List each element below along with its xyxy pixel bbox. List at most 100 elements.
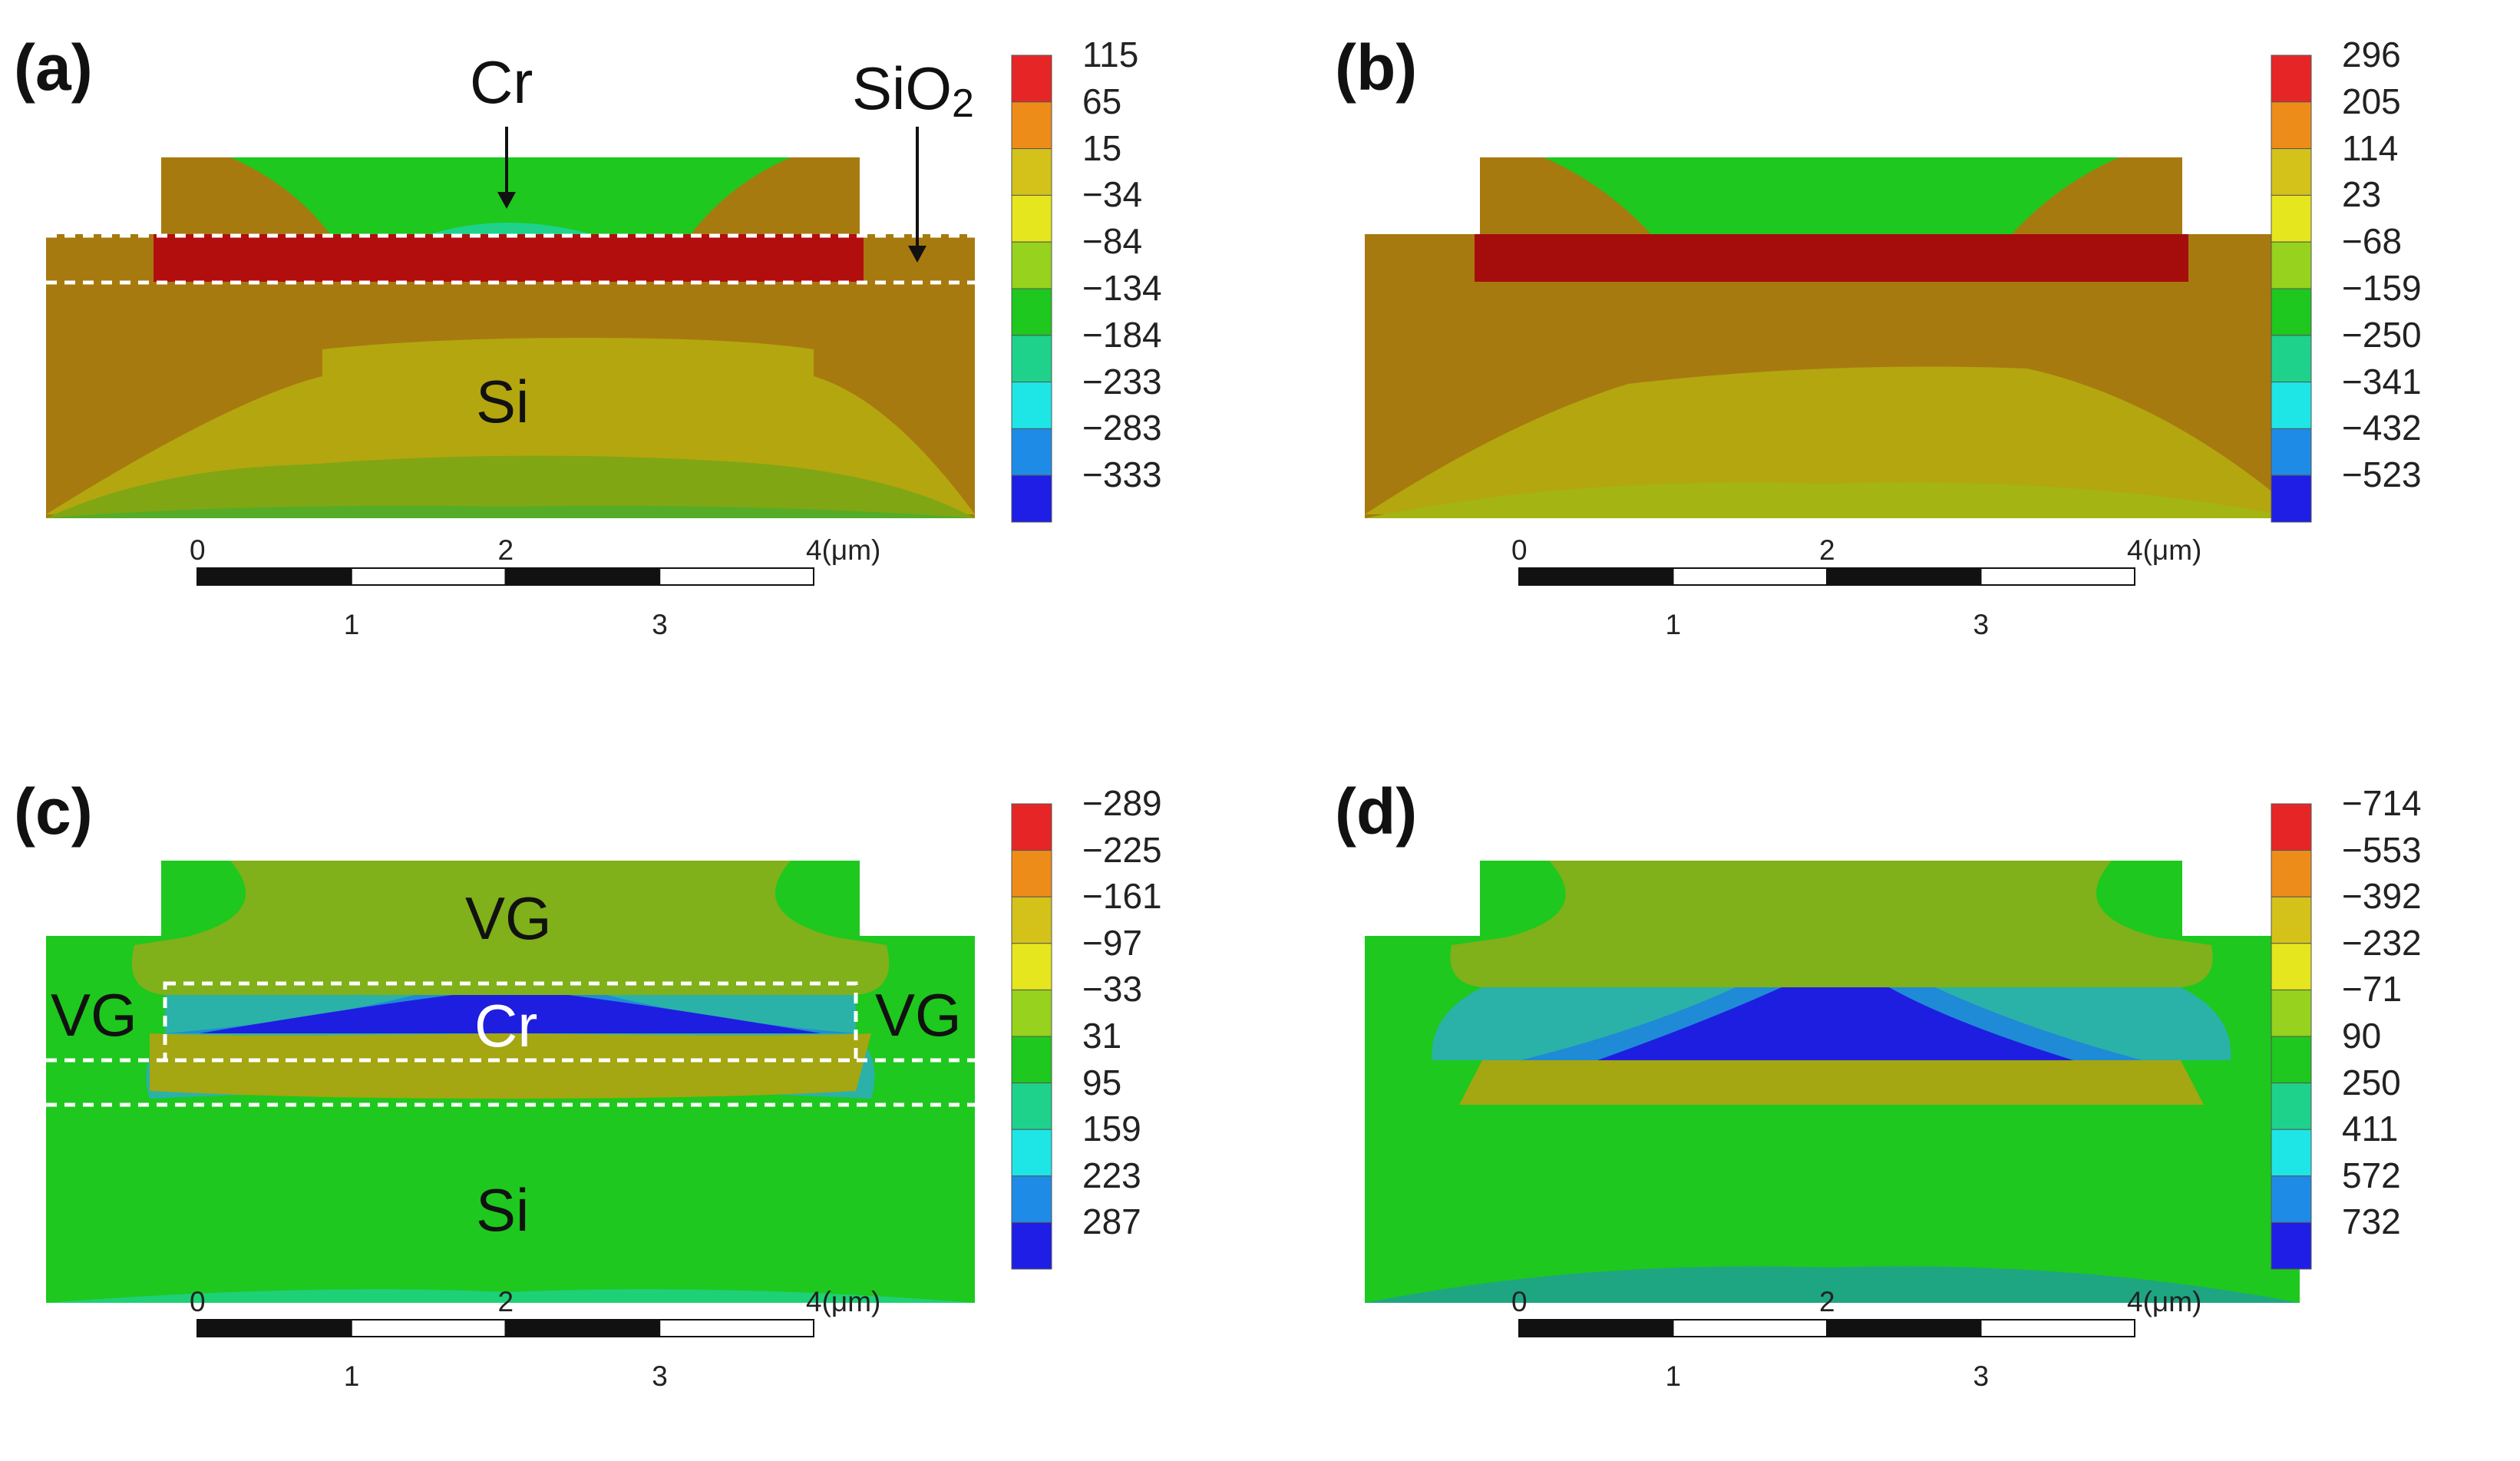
sio2-label: SiO2	[852, 54, 974, 127]
colorbar-a	[1011, 55, 1052, 523]
colorbar-swatch	[1011, 288, 1052, 336]
colorbar-tick-label: 115	[1082, 35, 1139, 74]
colorbar-tick-label: −523	[2342, 454, 2422, 495]
scalebar-top-label: 2	[497, 1286, 514, 1317]
scalebar-segment	[1826, 1319, 1982, 1337]
colorbar-swatch	[2271, 474, 2312, 523]
scalebar-segment	[197, 1319, 352, 1337]
vg-label-left: VG	[51, 981, 137, 1049]
colorbar-swatch	[1011, 989, 1052, 1037]
colorbar-tick-label: 159	[1082, 1109, 1141, 1149]
scalebar-segment	[1980, 567, 2135, 586]
colorbar-tick-label: 114	[2342, 127, 2399, 168]
colorbar-swatch	[2271, 241, 2312, 289]
scalebar-segment	[1672, 567, 1828, 586]
si-contour-bottom	[1365, 482, 2300, 518]
colorbar-swatch	[2271, 382, 2312, 429]
colorbar-swatch	[2271, 943, 2312, 990]
colorbar-d	[2271, 803, 2312, 1270]
colorbar-tick-label: −233	[1082, 361, 1162, 402]
colorbar-swatch	[1011, 1175, 1052, 1223]
arrow-cr-head	[497, 192, 516, 209]
scalebar-bottom-label: 3	[652, 609, 668, 640]
cr-layer-deep	[1597, 987, 2073, 1060]
scalebar-bottom-label: 1	[1665, 1360, 1682, 1392]
scalebar-c	[197, 1319, 814, 1337]
colorbar-swatch	[1011, 1083, 1052, 1130]
vg-region-top	[131, 861, 890, 995]
colorbar-swatch	[1011, 850, 1052, 897]
colorbar-tick-label: −714	[2342, 783, 2422, 823]
colorbar-tick-label: −134	[1082, 268, 1162, 308]
colorbar-c	[1011, 803, 1052, 1270]
panel-label: (b)	[1335, 31, 1418, 104]
colorbar-tick-label: 65	[1082, 81, 1122, 121]
cr-outline	[163, 981, 858, 1063]
sio2-subscript: 2	[952, 81, 974, 126]
colorbar-tick-label: 90	[2342, 1016, 2382, 1056]
si-contour-bottom	[46, 1289, 975, 1303]
colorbar-swatch	[1011, 55, 1052, 103]
si-contour-region	[1365, 366, 2300, 514]
scalebar-bottom-label: 3	[1973, 609, 1990, 640]
colorbar-tick-label: 223	[1082, 1155, 1141, 1195]
sio2-band	[1459, 1060, 2204, 1105]
scalebar-bottom-label: 1	[343, 1360, 360, 1392]
colorbar-swatch	[2271, 989, 2312, 1037]
scalebar-bottom-label: 1	[1665, 609, 1682, 640]
colorbar-swatch	[2271, 55, 2312, 103]
colorbar-tick-label: 572	[2342, 1155, 2401, 1195]
colorbar-swatch	[1011, 1129, 1052, 1177]
colorbar-tick-label: 31	[1082, 1016, 1122, 1056]
colorbar-tick-label: −392	[2342, 876, 2422, 917]
colorbar-swatch	[2271, 1036, 2312, 1084]
contour-plot-c	[46, 803, 1052, 1337]
scalebar-segment	[1672, 1319, 1828, 1337]
colorbar-tick-label: −97	[1082, 922, 1143, 963]
colorbar-swatch	[2271, 896, 2312, 944]
scalebar-bottom-label: 3	[1973, 1360, 1990, 1392]
panel-c: (c) VG VG VG Cr Si −289 −225 −161 −97 −33 31 9…	[0, 730, 1260, 1460]
scalebar-top-label: 4(μm)	[806, 534, 881, 566]
cr-blue-band	[430, 223, 591, 234]
colorbar-swatch	[1011, 1221, 1052, 1270]
panel-label: (a)	[14, 31, 93, 104]
colorbar-swatch	[2271, 194, 2312, 243]
colorbar-tick-label: −341	[2342, 361, 2422, 402]
scalebar-segment	[1518, 1319, 1674, 1337]
cr-corner-right	[691, 157, 860, 234]
cr-embedded-layer	[154, 234, 864, 282]
colorbar-tick-label: −159	[2342, 268, 2422, 308]
scalebar-segment	[350, 1319, 507, 1337]
colorbar-tick-label: 15	[1082, 127, 1122, 168]
panel-b: (b) 296 205 114 23 −68 −159 −250 −341 −432 −523 0…	[1260, 0, 2519, 730]
cr-label: Cr	[470, 48, 533, 116]
colorbar-swatch	[1011, 101, 1052, 150]
scalebar-top-label: 0	[1511, 534, 1528, 566]
scalebar-top-label: 4(μm)	[806, 1286, 881, 1317]
scalebar-segment	[504, 1319, 661, 1337]
scalebar-top-label: 0	[190, 1286, 206, 1317]
scalebar-top-label: 0	[1511, 1286, 1528, 1317]
si-contour-bottom	[46, 455, 975, 518]
scalebar-segment	[504, 567, 661, 586]
scalebar-bottom-label: 1	[343, 609, 360, 640]
colorbar-tick-label: 250	[2342, 1062, 2401, 1102]
colorbar-tick-label: −161	[1082, 876, 1162, 917]
vg-label-right: VG	[875, 981, 962, 1049]
colorbar-tick-label: −283	[1082, 408, 1162, 448]
scalebar-top-label: 4(μm)	[2127, 1286, 2202, 1317]
colorbar-swatch	[2271, 428, 2312, 476]
colorbar-swatch	[2271, 1221, 2312, 1270]
scalebar-bottom-label: 3	[652, 1360, 668, 1392]
upper-contour	[1450, 861, 2213, 987]
contour-plot-d	[1365, 803, 2312, 1337]
colorbar-swatch	[1011, 474, 1052, 523]
scalebar-top-label: 2	[1819, 534, 1835, 566]
colorbar-tick-label: −71	[2342, 969, 2403, 1010]
colorbar-tick-label: 23	[2342, 174, 2382, 215]
colorbar-tick-label: 95	[1082, 1062, 1122, 1102]
colorbar-swatch	[2271, 1175, 2312, 1223]
colorbar-swatch	[2271, 148, 2312, 196]
colorbar-tick-label: 287	[1082, 1202, 1141, 1242]
